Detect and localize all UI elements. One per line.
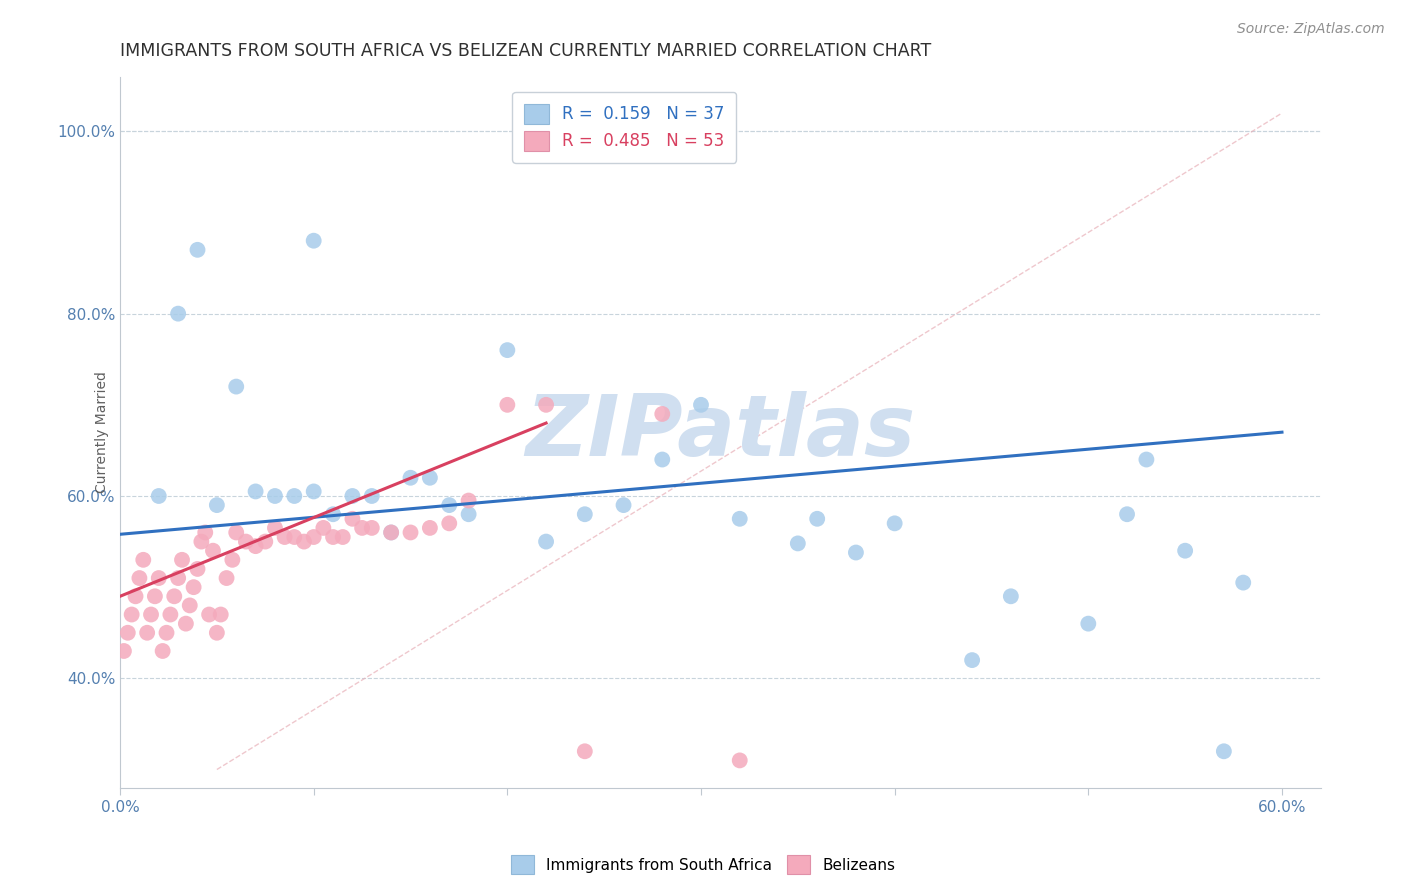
Point	[1077, 616, 1099, 631]
Point	[806, 512, 828, 526]
Point	[174, 616, 197, 631]
Point	[399, 525, 422, 540]
Point	[221, 553, 243, 567]
Point	[225, 379, 247, 393]
Point	[883, 516, 905, 531]
Point	[728, 753, 751, 767]
Point	[651, 452, 673, 467]
Point	[179, 599, 201, 613]
Point	[352, 521, 374, 535]
Point	[148, 571, 170, 585]
Point	[302, 484, 325, 499]
Point	[322, 507, 344, 521]
Point	[360, 489, 382, 503]
Point	[194, 525, 217, 540]
Point	[254, 534, 277, 549]
Legend: Immigrants from South Africa, Belizeans: Immigrants from South Africa, Belizeans	[505, 849, 901, 880]
Point	[205, 498, 228, 512]
Point	[651, 407, 673, 421]
Point	[225, 525, 247, 540]
Point	[332, 530, 354, 544]
Point	[143, 589, 166, 603]
Point	[132, 553, 155, 567]
Point	[264, 489, 287, 503]
Point	[457, 507, 479, 521]
Point	[209, 607, 232, 622]
Point	[283, 489, 305, 503]
Point	[380, 525, 402, 540]
Point	[148, 489, 170, 503]
Point	[1000, 589, 1022, 603]
Point	[574, 507, 596, 521]
Point	[215, 571, 238, 585]
Point	[186, 562, 208, 576]
Point	[205, 625, 228, 640]
Point	[439, 498, 461, 512]
Point	[1135, 452, 1157, 467]
Point	[264, 521, 287, 535]
Point	[245, 484, 267, 499]
Point	[163, 589, 186, 603]
Point	[302, 530, 325, 544]
Text: IMMIGRANTS FROM SOUTH AFRICA VS BELIZEAN CURRENTLY MARRIED CORRELATION CHART: IMMIGRANTS FROM SOUTH AFRICA VS BELIZEAN…	[120, 42, 931, 60]
Point	[302, 234, 325, 248]
Point	[496, 343, 519, 358]
Point	[245, 539, 267, 553]
Point	[322, 530, 344, 544]
Point	[117, 625, 139, 640]
Point	[574, 744, 596, 758]
Point	[1174, 543, 1197, 558]
Point	[170, 553, 193, 567]
Point	[496, 398, 519, 412]
Point	[167, 571, 190, 585]
Point	[342, 489, 364, 503]
Point	[152, 644, 174, 658]
Point	[457, 493, 479, 508]
Point	[342, 512, 364, 526]
Point	[380, 525, 402, 540]
Point	[399, 471, 422, 485]
Point	[186, 243, 208, 257]
Point	[419, 471, 441, 485]
Point	[1212, 744, 1234, 758]
Point	[534, 534, 557, 549]
Point	[360, 521, 382, 535]
Point	[1116, 507, 1139, 521]
Point	[534, 398, 557, 412]
Point	[183, 580, 205, 594]
Point	[845, 545, 868, 559]
Point	[960, 653, 983, 667]
Point	[112, 644, 135, 658]
Point	[190, 534, 212, 549]
Point	[312, 521, 335, 535]
Point	[612, 498, 634, 512]
Point	[136, 625, 159, 640]
Text: ZIPatlas: ZIPatlas	[526, 391, 915, 474]
Legend: R =  0.159   N = 37, R =  0.485   N = 53: R = 0.159 N = 37, R = 0.485 N = 53	[512, 92, 737, 162]
Point	[139, 607, 162, 622]
Point	[235, 534, 257, 549]
Point	[419, 521, 441, 535]
Point	[198, 607, 221, 622]
Point	[167, 307, 190, 321]
Point	[124, 589, 146, 603]
Y-axis label: Currently Married: Currently Married	[96, 371, 108, 493]
Point	[283, 530, 305, 544]
Point	[292, 534, 315, 549]
Text: Source: ZipAtlas.com: Source: ZipAtlas.com	[1237, 22, 1385, 37]
Point	[728, 512, 751, 526]
Point	[690, 398, 713, 412]
Point	[786, 536, 808, 550]
Point	[121, 607, 143, 622]
Point	[155, 625, 177, 640]
Point	[159, 607, 181, 622]
Point	[439, 516, 461, 531]
Point	[201, 543, 224, 558]
Point	[128, 571, 150, 585]
Point	[1232, 575, 1254, 590]
Point	[273, 530, 295, 544]
